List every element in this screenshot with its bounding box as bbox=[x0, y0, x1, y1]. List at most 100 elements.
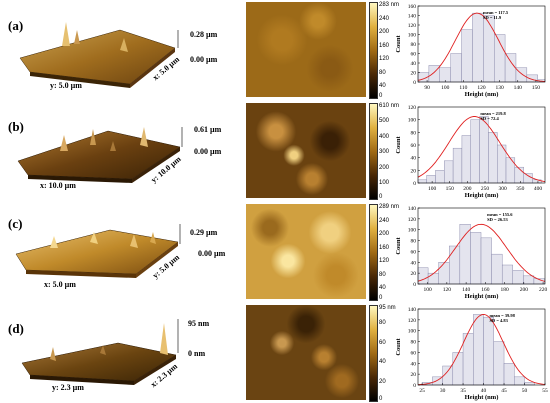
colorbar-tick: 40 bbox=[379, 83, 386, 89]
y-tick-label: 140 bbox=[408, 14, 417, 20]
colorbar-tick: 40 bbox=[379, 359, 386, 365]
y-tick-label: 100 bbox=[408, 33, 417, 39]
colorbar-tick: 100 bbox=[379, 180, 390, 186]
histogram-bar bbox=[439, 67, 451, 83]
colorbar-c bbox=[369, 204, 378, 301]
histogram-bar bbox=[493, 341, 505, 386]
z-top-c: 0.29 µm bbox=[190, 228, 218, 237]
x-tick-label: 300 bbox=[499, 186, 508, 192]
x-tick-label: 25 bbox=[419, 388, 425, 394]
histogram-d: 25 30 35 40 45 50 55 0 20 40 60 80 100 120 140 Height (… bbox=[395, 307, 548, 401]
x-tick-label: 150 bbox=[446, 186, 455, 192]
x-tick-label: 350 bbox=[516, 186, 525, 192]
y-axis-label: Count bbox=[395, 135, 402, 153]
y-tick-label: 140 bbox=[408, 206, 417, 212]
y-tick-label: 0 bbox=[413, 181, 416, 187]
histogram-bar bbox=[461, 29, 473, 83]
histogram-bar bbox=[417, 179, 427, 184]
histogram-bar bbox=[449, 245, 461, 285]
colorbar-tick: 0 bbox=[379, 396, 383, 402]
stats-annotation: SD = 11.9 bbox=[483, 15, 502, 20]
x-tick-label: 130 bbox=[496, 85, 505, 91]
plot-frame bbox=[417, 207, 546, 285]
stats-annotation: mean = 39.98 bbox=[489, 313, 515, 318]
z-bottom-c: 0.00 µm bbox=[198, 249, 226, 258]
panel-d: (d) 95 nm 0 nm y: 2.3 µm x: 2.3 µm 95 nm… bbox=[0, 303, 550, 403]
x-tick-label: 120 bbox=[477, 85, 486, 91]
colorbar-tick: 0 bbox=[379, 295, 383, 301]
colorbar-tick: 80 bbox=[379, 272, 386, 278]
colorbar-tick: 240 bbox=[379, 218, 390, 224]
colorbar-tick: 80 bbox=[379, 320, 386, 326]
plot-frame bbox=[417, 308, 546, 386]
y-tick-label: 40 bbox=[411, 61, 417, 67]
panel-label-a: (a) bbox=[8, 18, 24, 33]
histogram-bar bbox=[472, 12, 484, 83]
y-tick-label: 120 bbox=[408, 23, 417, 29]
y-tick-label: 40 bbox=[411, 361, 417, 367]
stats-annotation: SD = 26.53 bbox=[487, 217, 508, 222]
colorbar-tick: 60 bbox=[379, 340, 386, 346]
colorbar-tick: 120 bbox=[379, 258, 390, 264]
x-tick-label: 45 bbox=[501, 388, 507, 394]
y-tick-label: 60 bbox=[411, 52, 417, 58]
x-tick-label: 100 bbox=[441, 85, 450, 91]
x-tick-label: 140 bbox=[514, 85, 523, 91]
colorbar-tick: 200 bbox=[379, 165, 390, 171]
x-tick-label: 50 bbox=[522, 388, 528, 394]
x-axis-label: Height (nm) bbox=[465, 91, 499, 98]
y-axis-label: Count bbox=[395, 34, 402, 52]
y-tick-label: 100 bbox=[408, 228, 417, 234]
x-tick-label: 40 bbox=[481, 388, 487, 394]
x-tick-label: 400 bbox=[534, 186, 543, 192]
histogram-bar bbox=[514, 376, 525, 386]
colorbar-tick: 300 bbox=[379, 149, 390, 155]
x-tick-label: 35 bbox=[460, 388, 466, 394]
histogram-bar bbox=[470, 232, 482, 285]
y-tick-label: 20 bbox=[411, 168, 417, 174]
histogram-bar bbox=[523, 173, 533, 184]
stats-annotation: mean = 155.6 bbox=[487, 212, 513, 217]
y-tick-label: 140 bbox=[408, 307, 417, 313]
x-tick-label: 180 bbox=[500, 287, 509, 293]
panel-label-b: (b) bbox=[8, 119, 24, 134]
gaussian-fit-line bbox=[417, 116, 546, 182]
colorbar-tick: 160 bbox=[379, 245, 390, 251]
y-tick-label: 120 bbox=[408, 318, 417, 324]
z-top-a: 0.28 µm bbox=[190, 30, 218, 39]
z-top-d: 95 nm bbox=[188, 319, 210, 328]
gaussian-fit-line bbox=[417, 223, 546, 282]
z-bottom-a: 0.00 µm bbox=[190, 55, 218, 64]
z-bottom-d: 0 nm bbox=[188, 349, 206, 358]
colorbar-a bbox=[369, 2, 378, 99]
x-axis-label: Height (nm) bbox=[465, 293, 499, 300]
histogram-bar bbox=[480, 237, 492, 285]
gaussian-fit-line bbox=[417, 313, 546, 386]
axis-a-label-a: y: 5.0 µm bbox=[50, 81, 82, 90]
surface-3d-b bbox=[17, 127, 183, 183]
colorbar-tick: 400 bbox=[379, 134, 390, 140]
y-tick-label: 20 bbox=[411, 372, 417, 378]
axis-a-label-c: x: 5.0 µm bbox=[44, 280, 76, 289]
y-tick-label: 40 bbox=[411, 260, 417, 266]
stats-annotation: mean = 219.8 bbox=[480, 111, 506, 116]
y-tick-label: 60 bbox=[411, 249, 417, 255]
x-tick-label: 100 bbox=[423, 287, 432, 293]
y-tick-label: 80 bbox=[411, 340, 417, 346]
histogram-bar bbox=[504, 53, 517, 83]
histogram-bar bbox=[503, 363, 515, 386]
x-tick-label: 30 bbox=[440, 388, 446, 394]
surface-3d-a bbox=[19, 22, 179, 88]
y-tick-label: 20 bbox=[411, 271, 417, 277]
histogram-bar bbox=[450, 53, 462, 83]
histogram-bar bbox=[512, 270, 524, 285]
histogram-bar bbox=[483, 15, 495, 83]
x-tick-label: 55 bbox=[542, 388, 548, 394]
stats-annotation: mean = 117.5 bbox=[483, 10, 509, 15]
y-tick-label: 120 bbox=[408, 217, 417, 223]
y-tick-label: 0 bbox=[413, 383, 416, 389]
histogram-bar bbox=[459, 224, 471, 285]
y-tick-label: 120 bbox=[408, 105, 417, 111]
gaussian-fit-line bbox=[417, 12, 546, 82]
x-axis-label: Height (nm) bbox=[465, 192, 499, 199]
